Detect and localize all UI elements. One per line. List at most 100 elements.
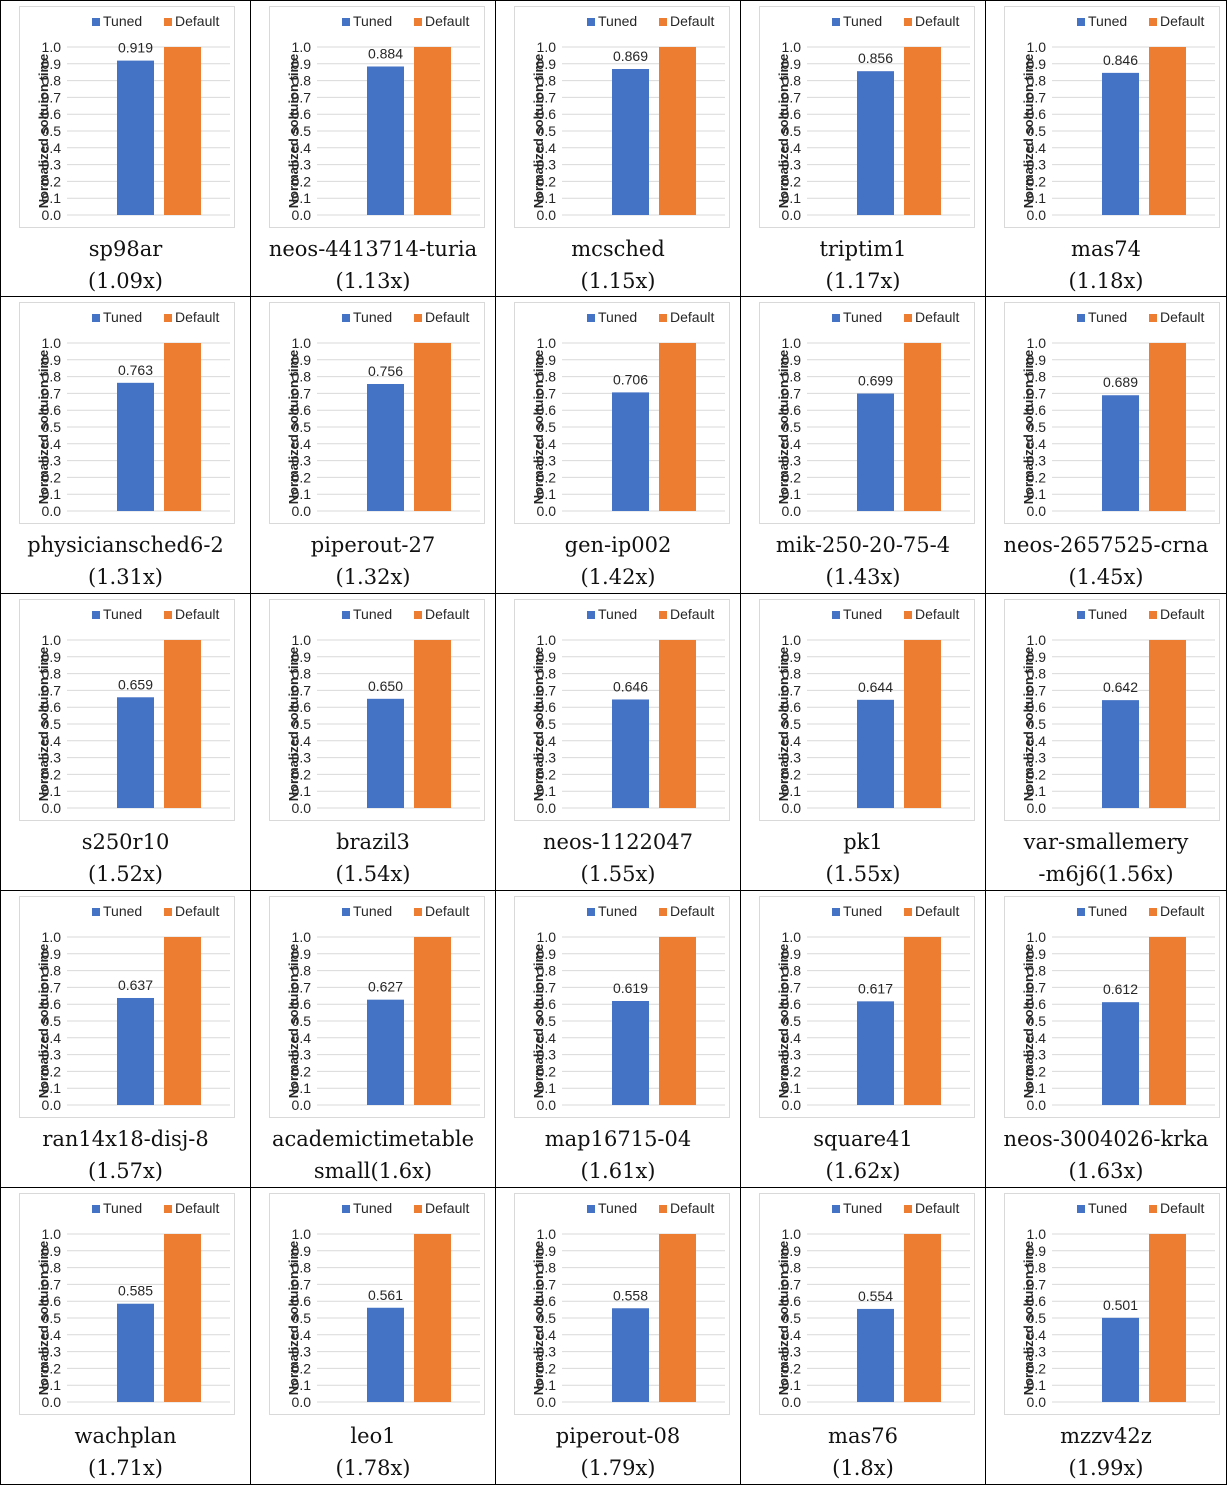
chart-caption: leo1 (1.78x) xyxy=(251,1420,495,1484)
legend-label-default: Default xyxy=(425,1200,469,1216)
caption-instance-name: leo1 xyxy=(350,1424,396,1448)
legend-label-tuned: Tuned xyxy=(1088,1200,1127,1216)
y-tick-label: 1.0 xyxy=(42,929,62,945)
chart-cell: Tuned Default 0.0 0.1 0.2 0.3 0.4 0.5 0.6 0.7 0.8 0… xyxy=(251,297,496,594)
caption-speedup: (1.17x) xyxy=(825,269,901,293)
data-label: 0.644 xyxy=(858,679,893,695)
legend-label-default: Default xyxy=(670,606,714,622)
caption-speedup: (1.43x) xyxy=(825,565,901,589)
bar-default xyxy=(1149,343,1186,511)
y-axis-label: Normalized soltuion time xyxy=(1021,944,1036,1099)
y-tick-label: 0.6 xyxy=(42,699,62,715)
legend-swatch-tuned xyxy=(832,908,840,916)
y-axis-label: Normalized soltuion time xyxy=(286,647,301,802)
legend-label-tuned: Tuned xyxy=(353,1200,392,1216)
bar-tuned xyxy=(857,71,894,215)
legend: Tuned Default xyxy=(342,309,469,325)
legend-label-default: Default xyxy=(425,606,469,622)
y-tick-label: 0.1 xyxy=(782,1377,802,1393)
y-tick-label: 0.6 xyxy=(292,1293,312,1309)
bar-default xyxy=(414,937,451,1105)
bar-chart: Tuned Default0.00.10.20.30.40.50.60.70.80… xyxy=(1021,1200,1215,1410)
bar-default xyxy=(659,1234,696,1402)
legend-label-default: Default xyxy=(670,309,714,325)
bar-default xyxy=(1149,937,1186,1105)
legend-label-tuned: Tuned xyxy=(353,309,392,325)
y-axis-label: Normalized soltuion time xyxy=(531,1241,546,1396)
chart-area: Tuned Default 0.0 0.1 0.2 0.3 0.4 0.5 0.6 0.7 0.8 0… xyxy=(514,599,730,821)
y-tick-label: 0.0 xyxy=(292,207,312,223)
bar-default xyxy=(1149,640,1186,808)
y-tick-label: 0.8 xyxy=(42,73,62,89)
y-tick-label: 0.1 xyxy=(42,190,62,206)
chart-cell: Tuned Default 0.0 0.1 0.2 0.3 0.4 0.5 0.6 0.7 0.8 0… xyxy=(0,594,251,891)
y-tick-label: 0.5 xyxy=(42,419,62,435)
chart-cell: Tuned Default 0.0 0.1 0.2 0.3 0.4 0.5 0.6 0.7 0.8 0… xyxy=(0,297,251,594)
data-label: 0.650 xyxy=(368,678,403,694)
legend-swatch-default xyxy=(659,611,667,619)
y-tick-label: 0.6 xyxy=(1027,996,1047,1012)
y-tick-label: 0.3 xyxy=(1027,1344,1047,1360)
y-tick-label: 0.4 xyxy=(292,1327,312,1343)
chart-cell: Tuned Default 0.0 0.1 0.2 0.3 0.4 0.5 0.6 0.7 0.8 0… xyxy=(741,891,986,1188)
y-tick-label: 0.6 xyxy=(537,699,557,715)
caption-instance-name: mas74 xyxy=(1071,237,1141,261)
y-tick-label: 0.1 xyxy=(537,486,557,502)
y-tick-label: 0.6 xyxy=(42,106,62,122)
y-tick-label: 1.0 xyxy=(1027,335,1047,351)
chart-caption: neos-2657525-crna (1.45x) xyxy=(986,529,1226,593)
y-tick-label: 1.0 xyxy=(42,632,62,648)
y-tick-label: 0.0 xyxy=(42,207,62,223)
y-tick-label: 0.3 xyxy=(537,750,557,766)
y-tick-label: 0.1 xyxy=(782,783,802,799)
y-axis-label: Normalized soltuion time xyxy=(776,350,791,505)
chart-cell: Tuned Default 0.0 0.1 0.2 0.3 0.4 0.5 0.6 0.7 0.8 0… xyxy=(986,891,1227,1188)
data-label: 0.627 xyxy=(368,979,403,995)
y-tick-label: 0.5 xyxy=(292,716,312,732)
y-tick-label: 0.9 xyxy=(782,352,802,368)
y-tick-label: 0.1 xyxy=(537,1080,557,1096)
y-axis-label: Normalized soltuion time xyxy=(36,1241,51,1396)
y-tick-label: 0.4 xyxy=(782,436,802,452)
caption-instance-name: neos-4413714-turia xyxy=(268,237,478,261)
y-tick-label: 0.2 xyxy=(292,1360,312,1376)
legend-label-default: Default xyxy=(915,903,959,919)
legend-swatch-default xyxy=(164,314,172,322)
bar-tuned xyxy=(117,697,154,808)
caption-instance-name: mas76 xyxy=(828,1424,898,1448)
legend-swatch-tuned xyxy=(587,18,595,26)
y-tick-label: 1.0 xyxy=(292,929,312,945)
data-label: 0.756 xyxy=(368,363,403,379)
bar-chart: Tuned Default0.00.10.20.30.40.50.60.70.80… xyxy=(286,903,480,1113)
chart-caption: triptim1 (1.17x) xyxy=(741,233,985,297)
y-tick-label: 0.9 xyxy=(42,946,62,962)
bar-default xyxy=(904,640,941,808)
y-tick-label: 0.4 xyxy=(537,1327,557,1343)
chart-caption: academictimetable small(1.6x) xyxy=(251,1123,495,1187)
y-tick-label: 0.2 xyxy=(782,766,802,782)
y-tick-label: 0.3 xyxy=(537,157,557,173)
legend-label-default: Default xyxy=(175,606,219,622)
caption-speedup: (1.13x) xyxy=(335,269,411,293)
y-tick-label: 0.1 xyxy=(292,783,312,799)
y-axis-label: Normalized soltuion time xyxy=(1021,1241,1036,1396)
caption-instance-name: neos-3004026-krka xyxy=(1003,1127,1209,1151)
legend-swatch-tuned xyxy=(92,314,100,322)
y-tick-label: 0.1 xyxy=(292,1080,312,1096)
y-tick-label: 0.5 xyxy=(292,123,312,139)
y-tick-label: 0.9 xyxy=(42,352,62,368)
y-tick-label: 0.2 xyxy=(42,1063,62,1079)
legend-label-tuned: Tuned xyxy=(103,606,142,622)
y-axis-label: Normalized soltuion time xyxy=(36,944,51,1099)
y-tick-label: 0.7 xyxy=(292,682,312,698)
y-tick-label: 0.6 xyxy=(782,996,802,1012)
legend-swatch-default xyxy=(904,1205,912,1213)
y-tick-label: 0.1 xyxy=(537,190,557,206)
y-tick-label: 0.7 xyxy=(537,385,557,401)
y-tick-label: 0.4 xyxy=(537,436,557,452)
bar-tuned xyxy=(367,698,404,808)
legend-swatch-tuned xyxy=(832,1205,840,1213)
y-tick-label: 0.2 xyxy=(42,173,62,189)
y-tick-label: 0.7 xyxy=(1027,979,1047,995)
